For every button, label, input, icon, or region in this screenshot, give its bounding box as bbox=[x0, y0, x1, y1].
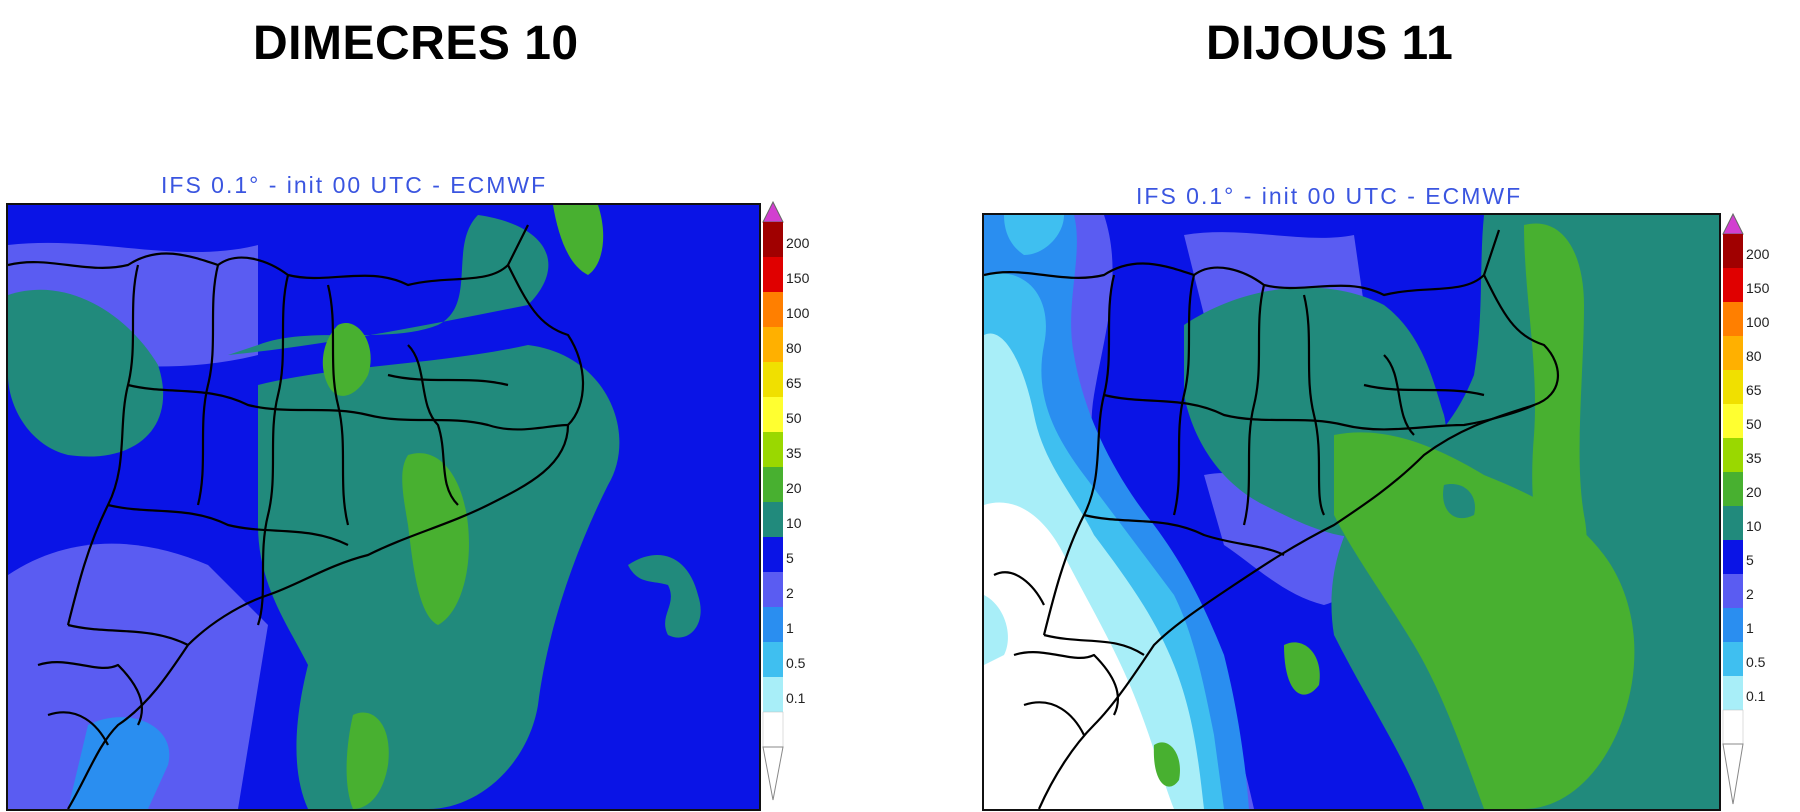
legend-swatch bbox=[763, 257, 783, 292]
legend-tick: 65 bbox=[1746, 382, 1762, 398]
map-caption-right: IFS 0.1° - init 00 UTC - ECMWF bbox=[1136, 183, 1523, 209]
panel-title-left: DIMECRES 10 bbox=[253, 17, 579, 70]
legend-swatch bbox=[763, 642, 783, 677]
legend-right-bar bbox=[1722, 212, 1744, 805]
legend-swatch bbox=[1722, 709, 1744, 745]
legend-tick: 2 bbox=[786, 585, 794, 601]
legend-tick: 50 bbox=[786, 410, 802, 426]
legend-top-arrow bbox=[762, 200, 784, 223]
legend-swatch bbox=[1723, 506, 1743, 540]
legend-bottom-arrow bbox=[762, 746, 784, 801]
precipitation-map-right-svg bbox=[984, 215, 1719, 809]
legend-right: 200 150 100 80 65 50 35 20 10 5 2 1 0.5 … bbox=[1722, 212, 1800, 812]
legend-tick: 1 bbox=[1746, 620, 1754, 636]
legend-swatch bbox=[763, 467, 783, 502]
legend-tick: 35 bbox=[786, 445, 802, 461]
legend-tick: 10 bbox=[786, 515, 802, 531]
legend-tick: 100 bbox=[1746, 314, 1770, 330]
legend-swatch bbox=[763, 362, 783, 397]
legend-swatch bbox=[763, 292, 783, 327]
legend-swatch bbox=[1723, 540, 1743, 574]
legend-tick: 2 bbox=[1746, 586, 1754, 602]
legend-tick: 150 bbox=[786, 270, 810, 286]
map-caption-left: IFS 0.1° - init 00 UTC - ECMWF bbox=[161, 172, 548, 198]
legend-tick: 0.5 bbox=[1746, 654, 1766, 670]
field-05-1 bbox=[1004, 215, 1064, 255]
legend-swatch bbox=[763, 397, 783, 432]
legend-tick: 150 bbox=[1746, 280, 1770, 296]
field-20-35 bbox=[1334, 432, 1635, 809]
precipitation-map-left bbox=[6, 203, 761, 811]
legend-tick: 80 bbox=[1746, 348, 1762, 364]
legend-swatch bbox=[763, 572, 783, 607]
legend-swatch bbox=[1723, 268, 1743, 302]
field-2-5 bbox=[8, 543, 268, 809]
legend-swatch bbox=[1723, 234, 1743, 268]
field-1-2 bbox=[68, 717, 170, 809]
borders-left bbox=[8, 224, 584, 809]
field-below-01 bbox=[984, 502, 1174, 809]
borders-right bbox=[984, 229, 1559, 809]
legend-swatch bbox=[1723, 608, 1743, 642]
legend-tick: 80 bbox=[786, 340, 802, 356]
legend-swatch bbox=[1723, 438, 1743, 472]
legend-swatch bbox=[763, 607, 783, 642]
legend-swatch bbox=[1723, 370, 1743, 404]
legend-tick: 20 bbox=[1746, 484, 1762, 500]
legend-tick: 0.1 bbox=[1746, 688, 1766, 704]
field-20-35 bbox=[346, 712, 389, 809]
legend-tick: 5 bbox=[786, 550, 794, 566]
legend-tick: 10 bbox=[1746, 518, 1762, 534]
legend-swatch bbox=[1723, 302, 1743, 336]
legend-tick: 0.1 bbox=[786, 690, 806, 706]
legend-tick: 0.5 bbox=[786, 655, 806, 671]
legend-tick: 65 bbox=[786, 375, 802, 391]
field-20-35 bbox=[1284, 642, 1320, 695]
field-10-20 bbox=[628, 555, 701, 638]
legend-tick: 200 bbox=[786, 235, 810, 251]
field-20-35 bbox=[1524, 223, 1587, 582]
precipitation-map-left-svg bbox=[8, 205, 759, 809]
legend-tick: 50 bbox=[1746, 416, 1762, 432]
legend-swatch bbox=[1723, 676, 1743, 710]
legend-swatch bbox=[762, 711, 784, 748]
field-01-05 bbox=[984, 595, 1008, 665]
legend-tick: 5 bbox=[1746, 552, 1754, 568]
legend-swatch bbox=[763, 677, 783, 712]
field-20-35 bbox=[1153, 742, 1180, 787]
field-10-20 bbox=[1443, 484, 1475, 519]
legend-tick: 100 bbox=[786, 305, 810, 321]
legend-tick: 200 bbox=[1746, 246, 1770, 262]
legend-swatch bbox=[763, 222, 783, 257]
precipitation-map-right bbox=[982, 213, 1721, 811]
legend-left-bar bbox=[762, 200, 784, 801]
legend-swatch bbox=[1723, 642, 1743, 676]
legend-swatch bbox=[763, 502, 783, 537]
legend-swatch bbox=[1723, 336, 1743, 370]
legend-swatch bbox=[763, 432, 783, 467]
legend-tick: 35 bbox=[1746, 450, 1762, 466]
legend-left: 200 150 100 80 65 50 35 20 10 5 2 1 0.5 … bbox=[762, 200, 842, 812]
legend-swatch bbox=[763, 327, 783, 362]
legend-bottom-arrow bbox=[1722, 743, 1744, 805]
legend-top-arrow bbox=[1722, 212, 1744, 235]
field-20-35 bbox=[553, 205, 604, 275]
legend-tick: 20 bbox=[786, 480, 802, 496]
legend-swatch bbox=[1723, 574, 1743, 608]
field-10-20 bbox=[228, 215, 549, 355]
legend-tick: 1 bbox=[786, 620, 794, 636]
legend-swatch bbox=[1723, 472, 1743, 506]
legend-swatch bbox=[1723, 404, 1743, 438]
panel-title-right: DIJOUS 11 bbox=[1206, 17, 1454, 70]
legend-swatch bbox=[763, 537, 783, 572]
